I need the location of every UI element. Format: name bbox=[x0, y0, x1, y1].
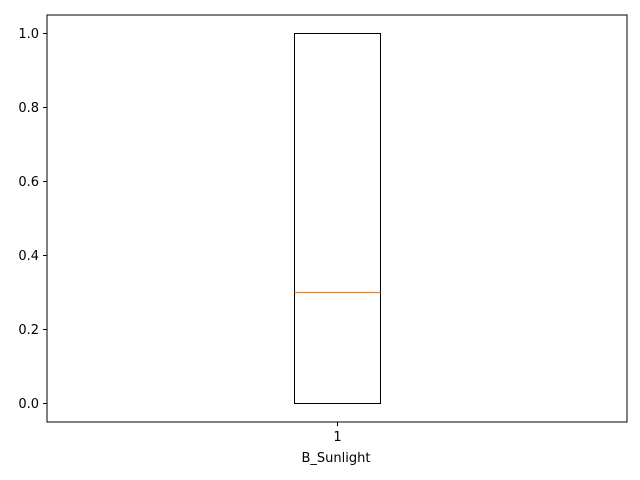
y-axis: 0.0 0.2 0.4 0.6 0.8 1.0 bbox=[18, 27, 47, 412]
y-tick-label: 0.2 bbox=[18, 323, 39, 338]
y-tick-label: 0.8 bbox=[18, 101, 39, 116]
x-tick-label: 1 bbox=[333, 430, 341, 445]
y-tick-label: 0.4 bbox=[18, 249, 39, 264]
axes-frame bbox=[46, 14, 628, 423]
box-body bbox=[294, 33, 381, 404]
boxes-group bbox=[294, 33, 381, 404]
y-tick-label: 0.6 bbox=[18, 175, 39, 190]
box-group bbox=[294, 33, 381, 404]
y-tick-label: 0.0 bbox=[18, 397, 39, 412]
y-tick-label: 1.0 bbox=[18, 27, 39, 42]
x-axis: 1 bbox=[333, 422, 342, 445]
x-axis-label: B_Sunlight bbox=[302, 451, 371, 466]
